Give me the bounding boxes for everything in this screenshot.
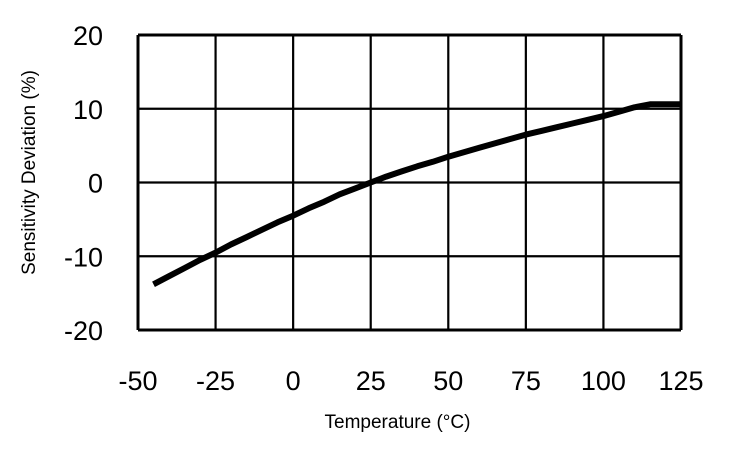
y-tick-label: 20: [73, 21, 103, 51]
y-tick-label: 0: [88, 169, 103, 199]
data-series: [152, 101, 681, 287]
series-line: [152, 101, 681, 287]
y-axis-title: Sensitivity Deviation (%): [19, 70, 40, 275]
y-tick-label: -20: [64, 316, 103, 346]
y-tick-label: 10: [73, 95, 103, 125]
x-tick-label: 50: [433, 366, 463, 396]
x-tick-label: -25: [196, 366, 235, 396]
x-axis-title: Temperature (°C): [325, 412, 471, 433]
y-tick-labels: 20 10 0 -10 -20: [64, 21, 103, 346]
x-tick-label: 0: [286, 366, 301, 396]
x-tick-label: 25: [356, 366, 386, 396]
y-tick-label: -10: [64, 242, 103, 272]
x-tick-label: -50: [118, 366, 157, 396]
x-tick-label: 100: [581, 366, 626, 396]
x-tick-label: 125: [658, 366, 703, 396]
grid: [136, 33, 683, 332]
x-tick-labels: -50 -25 0 25 50 75 100 125: [118, 366, 703, 396]
x-tick-label: 75: [511, 366, 541, 396]
